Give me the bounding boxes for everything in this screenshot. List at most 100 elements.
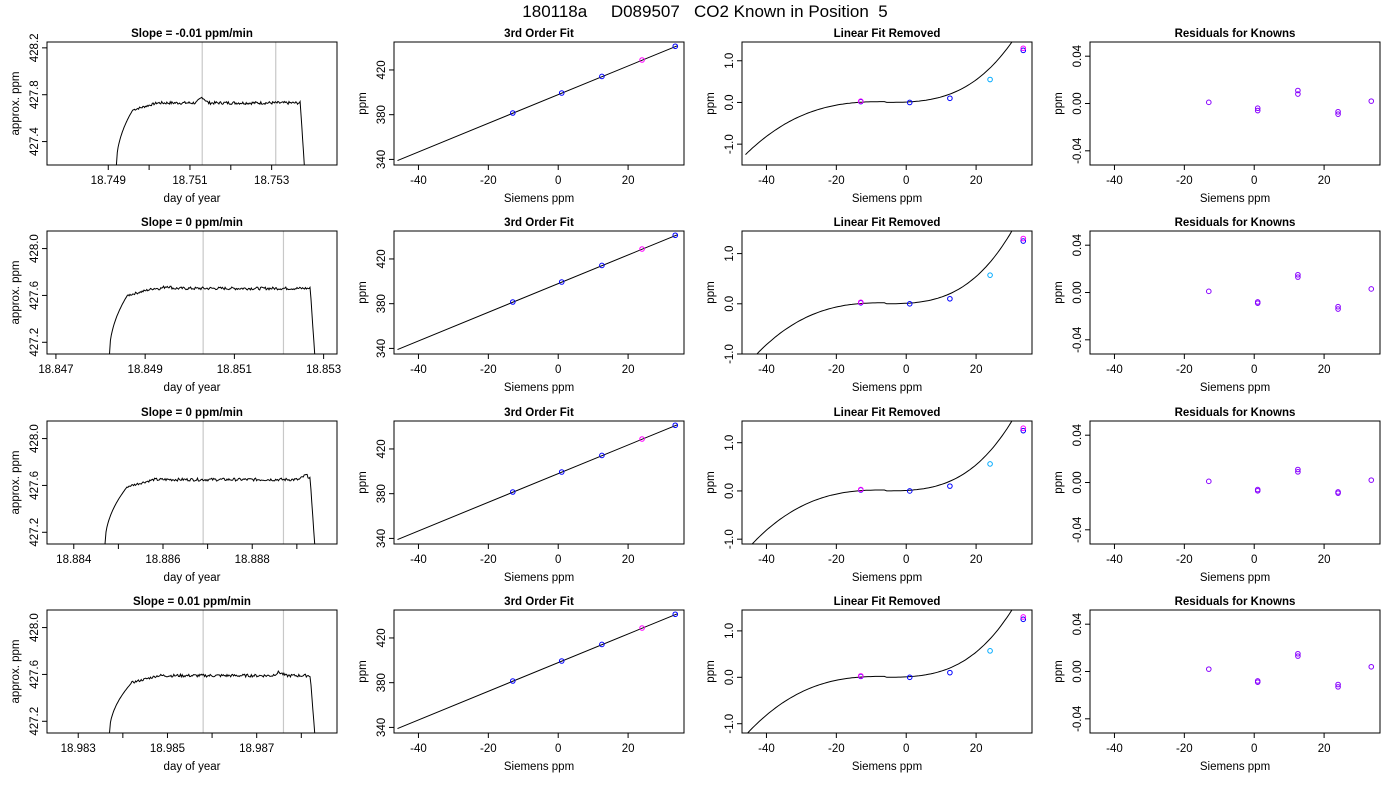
x-tick-label: 18.985	[150, 743, 185, 755]
panel-r0-c2: Linear Fit Removed -40 -20 0 20 Siemens ppm -1…	[705, 28, 1033, 205]
x-tick-label: -40	[1106, 554, 1123, 566]
plot-frame	[393, 420, 685, 545]
x-tick-label: 18.987	[239, 743, 274, 755]
plot-frame	[46, 609, 338, 734]
x-tick-label: -40	[1106, 364, 1123, 376]
x-tick-label: 0	[903, 364, 909, 376]
x-tick-label: -40	[1106, 175, 1123, 187]
y-tick-label: 0.0	[724, 296, 736, 312]
data-point	[906, 674, 913, 681]
panel-title: Residuals for Knowns	[1175, 28, 1296, 40]
x-tick-label: -40	[410, 743, 427, 755]
x-tick-label: 20	[622, 554, 635, 566]
x-tick-label: 0	[555, 554, 561, 566]
data-point	[1368, 477, 1375, 483]
y-tick-label: 428.0	[29, 613, 41, 642]
x-tick-label: 0	[555, 364, 561, 376]
y-axis-label: ppm	[357, 281, 369, 303]
plot-area	[746, 610, 1027, 733]
y-tick-label: 428.0	[29, 234, 41, 263]
data-point	[1295, 87, 1301, 94]
data-point	[1335, 303, 1341, 310]
data-point	[672, 232, 679, 239]
x-tick-label: 18.888	[235, 554, 270, 566]
data-point	[1368, 286, 1375, 292]
panel-title: Slope = 0.01 ppm/min	[133, 596, 251, 608]
x-axis-label: Siemens ppm	[504, 572, 574, 584]
plot-frame	[741, 609, 1033, 734]
x-tick-label: -20	[1176, 175, 1193, 187]
panel-title: Linear Fit Removed	[834, 596, 941, 608]
x-axis-label: day of year	[164, 761, 221, 773]
x-tick-label: 20	[622, 743, 635, 755]
plot-area	[397, 232, 679, 350]
plot-area	[1205, 87, 1375, 117]
data-point	[599, 262, 605, 269]
data-point	[639, 246, 645, 252]
x-tick-label: 20	[1318, 175, 1331, 187]
data-point	[1205, 288, 1212, 295]
data-point	[987, 272, 993, 278]
plot-area	[115, 42, 305, 165]
panel-r0-c3: Residuals for Knowns -40 -20 0 20 Siemens ppm…	[1053, 28, 1381, 205]
data-point	[857, 98, 864, 105]
y-tick-label: 427.6	[29, 660, 41, 689]
y-tick-label: -0.04	[1072, 326, 1084, 353]
data-point	[1254, 679, 1261, 685]
x-tick-label: -20	[480, 554, 497, 566]
y-tick-label: 340	[376, 339, 388, 358]
x-tick-label: -20	[828, 743, 845, 755]
data-point	[558, 90, 565, 96]
data-point	[857, 673, 864, 679]
x-tick-label: 18.749	[91, 175, 126, 187]
y-axis-label: ppm	[1053, 281, 1065, 303]
data-point	[672, 422, 679, 429]
fit-line	[397, 613, 678, 729]
y-axis-label: ppm	[705, 281, 717, 303]
y-tick-label: 1.0	[724, 623, 736, 639]
y-tick-label: 420	[376, 439, 388, 458]
data-point	[1020, 47, 1027, 54]
x-tick-label: 18.847	[38, 364, 73, 376]
x-tick-label: 20	[1318, 554, 1331, 566]
data-point	[857, 486, 864, 493]
data-point	[672, 611, 679, 618]
y-axis-label: approx. ppm	[10, 261, 22, 325]
x-axis-label: day of year	[164, 382, 221, 394]
data-point	[639, 436, 645, 442]
x-tick-label: -40	[758, 743, 775, 755]
data-point	[857, 299, 864, 306]
y-tick-label: 380	[376, 105, 388, 124]
y-axis-label: ppm	[1053, 660, 1065, 682]
x-tick-label: -40	[758, 554, 775, 566]
plot-frame	[393, 41, 685, 166]
y-tick-label: 420	[376, 60, 388, 79]
x-tick-label: 18.884	[56, 554, 92, 566]
data-point	[1368, 663, 1375, 670]
panel-r3-c2: Linear Fit Removed -40 -20 0 20 Siemens ppm -1…	[705, 596, 1033, 773]
plot-frame	[1089, 420, 1381, 545]
y-tick-label: 420	[376, 249, 388, 268]
plot-area	[1205, 650, 1375, 690]
y-tick-label: 1.0	[724, 53, 736, 69]
data-point	[1205, 666, 1212, 672]
x-tick-label: -40	[410, 175, 427, 187]
plot-frame	[741, 230, 1033, 355]
x-tick-label: -20	[480, 175, 497, 187]
data-point	[987, 76, 993, 83]
y-tick-label: 380	[376, 484, 388, 503]
y-tick-label: 427.2	[29, 518, 41, 547]
x-tick-label: 18.849	[128, 364, 163, 376]
y-tick-label: 0.0	[724, 483, 736, 499]
data-point	[599, 641, 605, 648]
y-tick-label: -0.04	[1072, 516, 1084, 543]
data-point	[1335, 684, 1341, 690]
x-tick-label: 0	[555, 743, 561, 755]
plot-area	[104, 421, 316, 544]
data-point	[599, 452, 605, 459]
data-point	[1020, 45, 1027, 52]
data-point	[1205, 99, 1212, 106]
x-tick-label: 20	[970, 175, 983, 187]
x-tick-label: -20	[828, 554, 845, 566]
